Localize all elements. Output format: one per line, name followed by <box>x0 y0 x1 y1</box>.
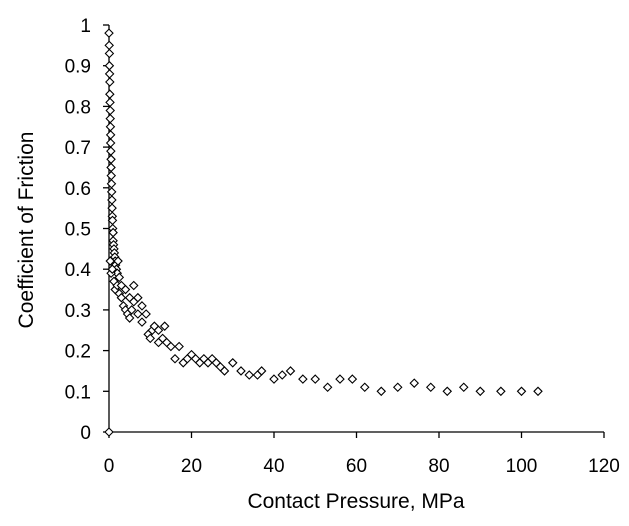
data-point <box>114 272 125 283</box>
data-point <box>475 386 486 397</box>
data-point <box>347 374 358 384</box>
data-point <box>105 105 116 116</box>
data-point <box>145 333 156 344</box>
y-tick-label: 0.5 <box>65 220 91 241</box>
data-point <box>120 284 131 295</box>
data-point <box>153 325 164 336</box>
data-point <box>166 341 176 352</box>
data-point <box>359 382 370 393</box>
data-point <box>106 162 116 173</box>
data-point <box>227 358 238 368</box>
x-axis-ticks: 0 20 40 60 80 100 120 <box>104 432 620 477</box>
data-point <box>105 89 115 99</box>
y-tick-label: 0.8 <box>65 97 91 118</box>
data-point <box>116 292 127 303</box>
data-point <box>133 292 143 303</box>
data-point <box>159 321 170 331</box>
data-point <box>174 341 184 352</box>
x-tick-label: 40 <box>263 456 284 477</box>
data-point <box>105 97 115 108</box>
data-point <box>104 60 115 71</box>
data-point <box>170 353 180 364</box>
data-point <box>322 382 333 393</box>
x-tick-label: 80 <box>428 456 449 477</box>
data-point <box>107 264 118 274</box>
data-point <box>104 28 114 38</box>
y-tick-label: 0.7 <box>65 138 91 159</box>
data-point <box>425 382 436 393</box>
data-point <box>105 113 116 124</box>
data-point <box>298 374 308 384</box>
x-tick-label: 120 <box>588 456 620 477</box>
y-tick-label: 0.1 <box>65 382 91 403</box>
data-point <box>106 146 116 156</box>
data-point <box>442 386 453 397</box>
data-point <box>376 386 387 397</box>
data-points <box>104 28 543 437</box>
y-tick-label: 0.9 <box>65 57 91 78</box>
data-point <box>126 305 137 315</box>
data-point <box>137 317 147 327</box>
data-point <box>458 382 469 393</box>
data-point <box>105 138 116 148</box>
data-point <box>104 427 114 437</box>
data-point <box>113 256 123 266</box>
data-point <box>124 313 135 323</box>
y-axis-ticks: 0 0.1 0.2 0.3 0.4 0.5 0.6 0.7 0.8 0.9 1 <box>65 16 109 444</box>
data-point <box>104 40 114 51</box>
data-point <box>392 382 403 393</box>
data-point <box>219 366 230 376</box>
y-tick-label: 0.4 <box>65 260 92 281</box>
x-tick-label: 60 <box>346 456 367 477</box>
data-point <box>105 130 116 140</box>
data-point <box>496 386 506 397</box>
data-point <box>141 309 151 319</box>
data-point <box>104 69 115 79</box>
data-point <box>256 366 267 376</box>
data-point <box>128 280 139 291</box>
x-tick-label: 0 <box>104 456 115 477</box>
x-tick-label: 100 <box>506 456 538 477</box>
data-point <box>236 366 246 376</box>
x-tick-label: 20 <box>181 456 202 477</box>
data-point <box>310 374 321 384</box>
data-point <box>105 256 116 266</box>
x-axis-title: Contact Pressure, MPa <box>247 490 464 513</box>
data-point <box>105 77 115 87</box>
y-tick-label: 0 <box>80 423 91 444</box>
data-point <box>105 121 116 132</box>
data-point <box>335 374 345 384</box>
data-point <box>133 309 143 319</box>
plot-area: 0 0.1 0.2 0.3 0.4 0.5 0.6 0.7 0.8 0.9 1 0 20 40 60 80 1… <box>65 16 620 477</box>
data-point <box>137 301 147 311</box>
data-point <box>106 154 116 165</box>
y-axis-title: Coefficient of Friction <box>15 132 38 329</box>
data-point <box>277 370 288 380</box>
y-tick-label: 1 <box>80 16 91 37</box>
y-tick-label: 0.6 <box>65 179 91 200</box>
data-point <box>104 48 115 59</box>
y-tick-label: 0.3 <box>65 301 91 322</box>
data-point <box>533 386 543 397</box>
y-tick-label: 0.2 <box>65 342 91 363</box>
data-point <box>244 370 255 380</box>
data-point <box>285 366 296 376</box>
data-point <box>269 374 279 384</box>
data-point <box>516 386 527 397</box>
data-point <box>409 378 420 388</box>
